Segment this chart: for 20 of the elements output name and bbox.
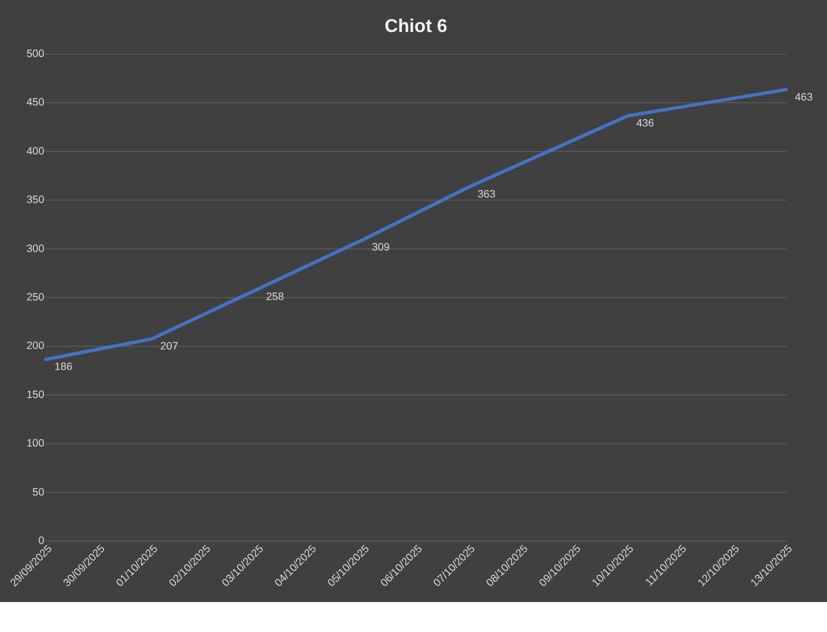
- y-tick-label: 450: [26, 96, 44, 109]
- line-series: [44, 88, 788, 362]
- y-tick-label: 250: [26, 292, 44, 304]
- data-label: 258: [266, 291, 284, 304]
- data-label: 436: [636, 118, 654, 130]
- y-tick-label: 200: [26, 340, 44, 352]
- chart-title: Chiot 6: [384, 15, 448, 36]
- y-tick-label: 0: [38, 535, 44, 548]
- y-tick-label: 100: [26, 438, 44, 450]
- data-label: 363: [478, 188, 496, 201]
- data-label: 207: [160, 340, 178, 353]
- data-label: 186: [54, 361, 72, 374]
- data-label: 463: [794, 91, 813, 104]
- data-label: 309: [372, 241, 390, 254]
- y-tick-label: 50: [32, 486, 44, 498]
- y-tick-label: 400: [26, 145, 44, 158]
- y-tick-label: 150: [26, 388, 44, 401]
- y-tick-label: 300: [26, 242, 44, 255]
- y-tick-label: 350: [26, 194, 44, 206]
- y-tick-label: 500: [26, 48, 44, 60]
